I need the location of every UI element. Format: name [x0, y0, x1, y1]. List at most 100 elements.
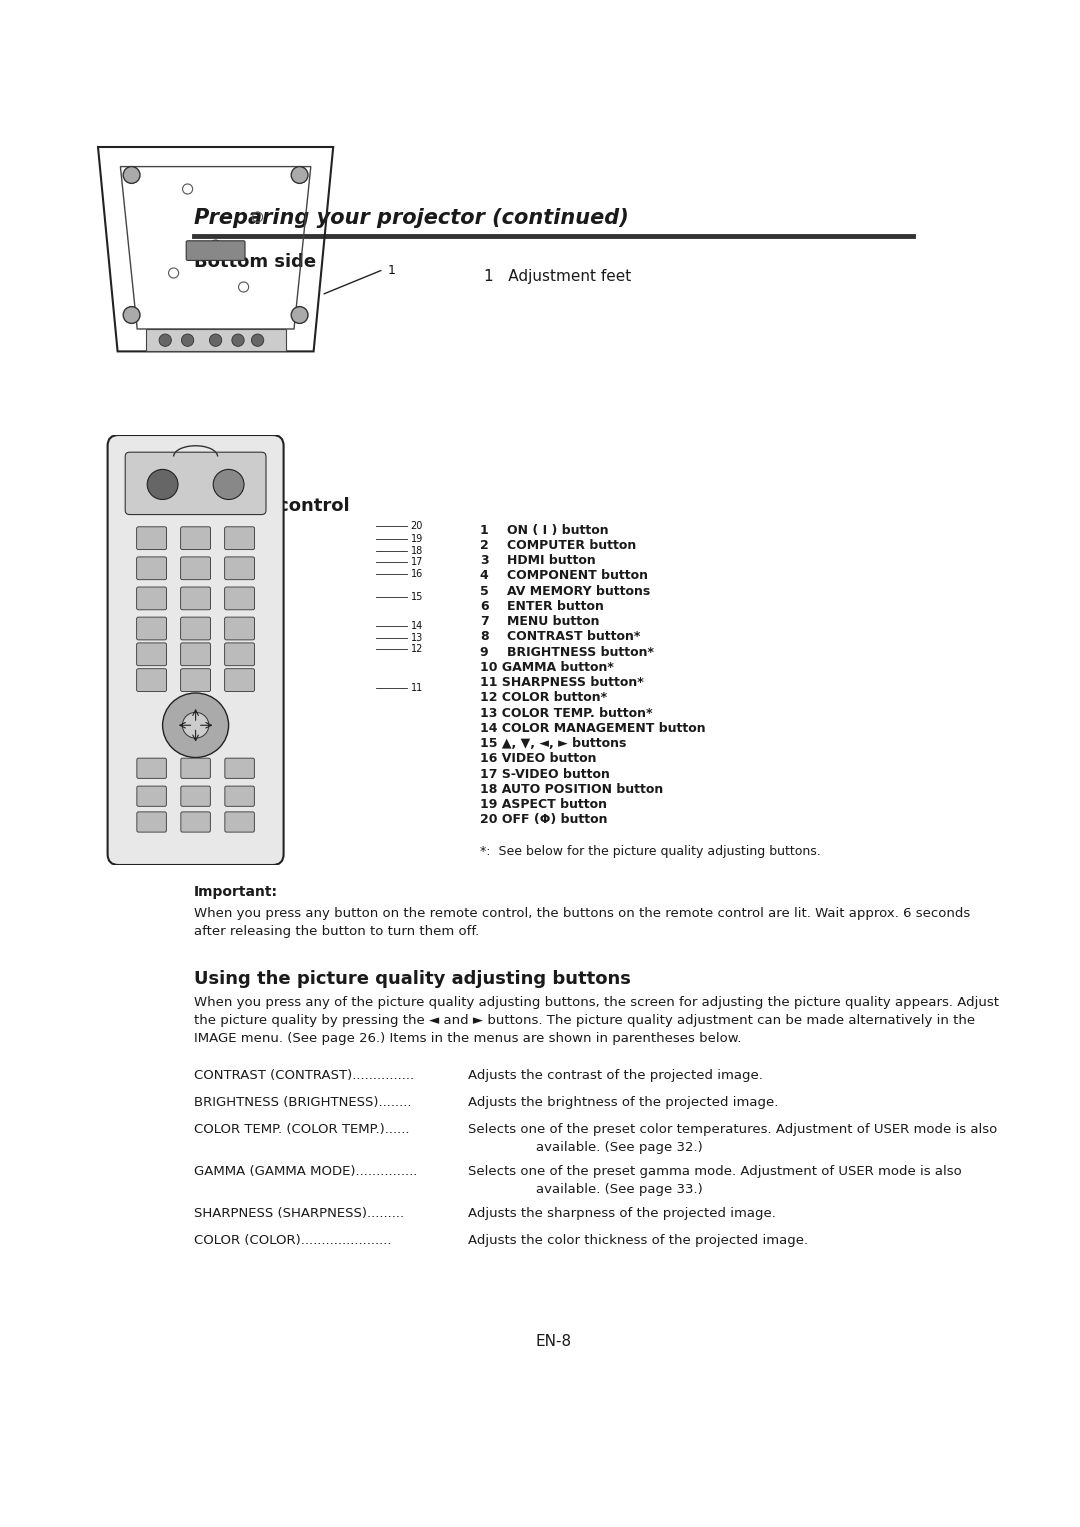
- Text: AV MEMORY buttons: AV MEMORY buttons: [507, 585, 650, 597]
- FancyBboxPatch shape: [225, 643, 255, 666]
- FancyBboxPatch shape: [225, 586, 255, 609]
- Circle shape: [123, 307, 140, 324]
- Text: COLOR TEMP. (COLOR TEMP.)......: COLOR TEMP. (COLOR TEMP.)......: [193, 1122, 409, 1136]
- Text: 2: 2: [480, 539, 488, 551]
- Text: ON ( I ) button: ON ( I ) button: [507, 524, 609, 536]
- FancyBboxPatch shape: [137, 527, 166, 550]
- Text: 1: 1: [480, 524, 488, 536]
- FancyBboxPatch shape: [225, 557, 255, 580]
- Text: 8: 8: [186, 632, 192, 643]
- Text: HDMI button: HDMI button: [507, 554, 596, 567]
- Text: 4: 4: [186, 568, 192, 579]
- FancyBboxPatch shape: [180, 527, 211, 550]
- FancyBboxPatch shape: [186, 241, 245, 261]
- Text: 3: 3: [480, 554, 488, 567]
- Text: SHARPNESS (SHARPNESS).........: SHARPNESS (SHARPNESS).........: [193, 1208, 404, 1220]
- Text: 15: 15: [410, 592, 423, 602]
- Text: CONTRAST button*: CONTRAST button*: [507, 631, 640, 643]
- FancyBboxPatch shape: [225, 617, 255, 640]
- Bar: [146, 328, 285, 351]
- Text: 14: 14: [410, 621, 423, 631]
- Text: 15 ▲, ▼, ◄, ► buttons: 15 ▲, ▼, ◄, ► buttons: [480, 738, 626, 750]
- Text: ENTER button: ENTER button: [507, 600, 604, 612]
- FancyBboxPatch shape: [180, 643, 211, 666]
- FancyBboxPatch shape: [137, 586, 166, 609]
- Circle shape: [252, 334, 264, 347]
- FancyBboxPatch shape: [137, 643, 166, 666]
- Circle shape: [232, 334, 244, 347]
- Text: When you press any button on the remote control, the buttons on the remote contr: When you press any button on the remote …: [193, 907, 970, 938]
- Circle shape: [183, 713, 208, 738]
- Text: 13 COLOR TEMP. button*: 13 COLOR TEMP. button*: [480, 707, 652, 719]
- Text: 5: 5: [186, 580, 192, 589]
- Text: MENU button: MENU button: [507, 615, 599, 628]
- Text: 16 VIDEO button: 16 VIDEO button: [480, 753, 596, 765]
- Text: 6: 6: [480, 600, 488, 612]
- FancyBboxPatch shape: [108, 435, 284, 864]
- Text: Adjusts the contrast of the projected image.: Adjusts the contrast of the projected im…: [469, 1069, 764, 1081]
- Text: 13: 13: [410, 632, 423, 643]
- Circle shape: [210, 334, 221, 347]
- Circle shape: [292, 307, 308, 324]
- Text: 12 COLOR button*: 12 COLOR button*: [480, 692, 607, 704]
- Text: 1: 1: [186, 534, 192, 544]
- FancyBboxPatch shape: [180, 557, 211, 580]
- Text: 12: 12: [410, 644, 423, 654]
- Text: Adjusts the color thickness of the projected image.: Adjusts the color thickness of the proje…: [469, 1234, 808, 1248]
- Text: 20: 20: [410, 521, 423, 531]
- FancyBboxPatch shape: [225, 527, 255, 550]
- FancyBboxPatch shape: [137, 557, 166, 580]
- Text: COMPONENT button: COMPONENT button: [507, 570, 648, 582]
- Text: Important:: Important:: [193, 886, 278, 899]
- Text: 2: 2: [186, 545, 192, 556]
- Text: 16: 16: [410, 568, 423, 579]
- FancyBboxPatch shape: [225, 757, 255, 779]
- Text: 10: 10: [179, 655, 192, 666]
- Text: 1   Adjustment feet: 1 Adjustment feet: [484, 269, 631, 284]
- Text: 18 AUTO POSITION button: 18 AUTO POSITION button: [480, 783, 663, 796]
- FancyBboxPatch shape: [137, 617, 166, 640]
- Text: GAMMA (GAMMA MODE)...............: GAMMA (GAMMA MODE)...............: [193, 1165, 417, 1177]
- Text: 8: 8: [480, 631, 488, 643]
- Text: CONTRAST (CONTRAST)...............: CONTRAST (CONTRAST)...............: [193, 1069, 414, 1081]
- FancyBboxPatch shape: [137, 757, 166, 779]
- Circle shape: [163, 693, 229, 757]
- Text: Preparing your projector (continued): Preparing your projector (continued): [193, 208, 629, 228]
- FancyBboxPatch shape: [225, 669, 255, 692]
- FancyBboxPatch shape: [180, 617, 211, 640]
- Circle shape: [159, 334, 172, 347]
- Text: EN-8: EN-8: [536, 1335, 571, 1350]
- Text: Remote control: Remote control: [193, 498, 349, 516]
- Text: Adjusts the brightness of the projected image.: Adjusts the brightness of the projected …: [469, 1096, 779, 1109]
- FancyBboxPatch shape: [180, 669, 211, 692]
- FancyBboxPatch shape: [137, 669, 166, 692]
- Text: 11 SHARPNESS button*: 11 SHARPNESS button*: [480, 676, 644, 689]
- Text: Using the picture quality adjusting buttons: Using the picture quality adjusting butt…: [193, 970, 631, 988]
- Text: BRIGHTNESS (BRIGHTNESS)........: BRIGHTNESS (BRIGHTNESS)........: [193, 1096, 411, 1109]
- Text: 1: 1: [388, 264, 395, 276]
- Circle shape: [181, 334, 193, 347]
- Text: 17: 17: [410, 557, 423, 567]
- Text: COMPUTER button: COMPUTER button: [507, 539, 636, 551]
- Text: *:  See below for the picture quality adjusting buttons.: *: See below for the picture quality adj…: [480, 846, 821, 858]
- Text: Selects one of the preset gamma mode. Adjustment of USER mode is also
          : Selects one of the preset gamma mode. Ad…: [469, 1165, 962, 1196]
- Text: 9: 9: [186, 644, 192, 654]
- FancyBboxPatch shape: [180, 586, 211, 609]
- FancyBboxPatch shape: [180, 757, 211, 779]
- FancyBboxPatch shape: [180, 786, 211, 806]
- Text: 18: 18: [410, 545, 423, 556]
- Text: 10 GAMMA button*: 10 GAMMA button*: [480, 661, 613, 673]
- FancyBboxPatch shape: [225, 812, 255, 832]
- Text: 3: 3: [186, 557, 192, 567]
- Text: 11: 11: [410, 683, 423, 693]
- Text: 4: 4: [480, 570, 488, 582]
- Circle shape: [123, 166, 140, 183]
- Circle shape: [213, 469, 244, 499]
- Text: 20 OFF (Φ) button: 20 OFF (Φ) button: [480, 814, 607, 826]
- FancyBboxPatch shape: [125, 452, 266, 515]
- FancyBboxPatch shape: [137, 786, 166, 806]
- Text: 14 COLOR MANAGEMENT button: 14 COLOR MANAGEMENT button: [480, 722, 705, 734]
- Text: When you press any of the picture quality adjusting buttons, the screen for adju: When you press any of the picture qualit…: [193, 996, 999, 1044]
- Text: 7: 7: [186, 621, 192, 631]
- FancyBboxPatch shape: [225, 786, 255, 806]
